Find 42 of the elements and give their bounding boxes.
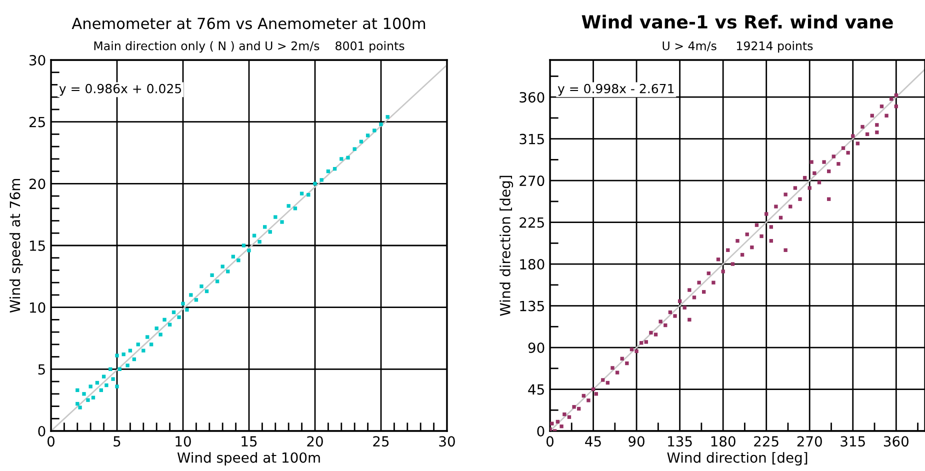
x-tick-label: 180 bbox=[711, 436, 736, 447]
x-tick-label: 135 bbox=[668, 436, 692, 447]
y-tick-label: 0 bbox=[38, 426, 46, 436]
x-tick-label: 0 bbox=[546, 436, 554, 447]
y-tick-label: 270 bbox=[520, 176, 544, 186]
x-tick-label: 315 bbox=[840, 436, 865, 447]
x-tick-label: 25 bbox=[373, 436, 389, 447]
y-tick-label: 30 bbox=[30, 54, 46, 66]
y-tick-label: 135 bbox=[520, 300, 544, 312]
x-tick-label: 90 bbox=[628, 436, 644, 447]
x-tick-label: 15 bbox=[242, 436, 257, 447]
annotation: y = 0.998x - 2.671 bbox=[558, 84, 674, 96]
x-tick-label: 360 bbox=[884, 436, 908, 447]
y-tick-label: 0 bbox=[537, 426, 544, 436]
y-tick-label: 25 bbox=[29, 116, 45, 128]
x-tick-label: 0 bbox=[47, 436, 54, 447]
annotation: y = 0.986x + 0.025 bbox=[59, 84, 182, 96]
y-tick-label: 45 bbox=[528, 384, 544, 395]
y-axis-title: Wind speed at 76m bbox=[9, 179, 23, 313]
y-tick-label: 90 bbox=[528, 342, 544, 353]
y-tick-label: 225 bbox=[520, 217, 544, 228]
x-axis-title: Wind speed at 100m bbox=[177, 452, 320, 466]
y-tick-label: 315 bbox=[520, 134, 544, 144]
y-tick-label: 20 bbox=[29, 178, 46, 190]
y-axis-title: Wind direction [deg] bbox=[500, 176, 514, 316]
x-tick-label: 5 bbox=[114, 436, 120, 447]
chart-title: Wind vane-1 vs Ref. wind vane bbox=[582, 14, 893, 29]
x-tick-label: 225 bbox=[754, 436, 778, 447]
y-tick-label: 360 bbox=[520, 92, 544, 103]
x-tick-label: 270 bbox=[797, 436, 822, 447]
y-tick-label: 15 bbox=[30, 240, 45, 251]
y-tick-label: 180 bbox=[520, 259, 544, 270]
chart-subtitle: U > 4m/s 19214 points bbox=[662, 41, 813, 53]
y-tick-label: 10 bbox=[30, 302, 46, 313]
x-tick-label: 30 bbox=[439, 436, 455, 447]
x-tick-label: 20 bbox=[307, 436, 323, 447]
x-tick-label: 10 bbox=[176, 436, 191, 447]
x-axis-title: Wind direction [deg] bbox=[667, 452, 808, 466]
y-tick-label: 5 bbox=[38, 364, 45, 375]
chart-title: Anemometer at 76m vs Anemometer at 100m bbox=[72, 18, 426, 30]
x-tick-label: 45 bbox=[585, 436, 601, 447]
chart-subtitle: Main direction only ( N ) and U > 2m/s 8001 points bbox=[94, 41, 404, 53]
